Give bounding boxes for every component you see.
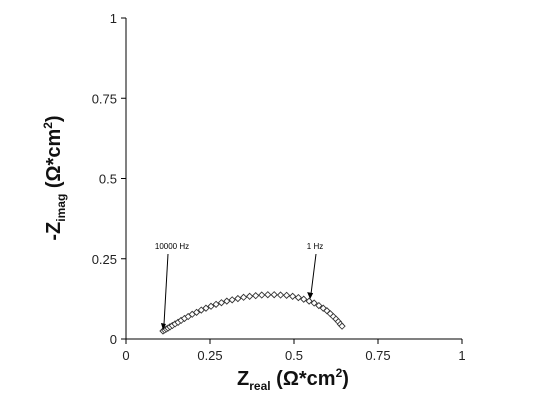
x-tick-label: 0.5 xyxy=(285,348,303,363)
y-tick-label: 0.5 xyxy=(99,172,117,187)
data-point xyxy=(310,299,318,307)
x-tick-label: 1 xyxy=(458,348,465,363)
data-point xyxy=(202,304,210,312)
data-point xyxy=(192,308,201,316)
arrowhead-icon xyxy=(307,292,314,300)
x-tick-label: 0.25 xyxy=(197,348,222,363)
x-tick-label: 0 xyxy=(122,348,129,363)
data-point xyxy=(300,295,308,303)
annotation-arrow-line xyxy=(310,253,317,294)
y-tick-label: 0 xyxy=(110,332,117,347)
data-point xyxy=(270,291,278,299)
annotation-10000hz: 10000 Hz xyxy=(155,242,189,251)
annotation-arrow-line xyxy=(163,253,169,326)
x-tick-label: 0.75 xyxy=(365,348,390,363)
data-point xyxy=(258,291,266,299)
y-axis-title: -Zimag (Ω*cm2) xyxy=(41,115,68,240)
data-point xyxy=(223,297,231,305)
data-point xyxy=(305,297,313,305)
data-point xyxy=(228,296,236,304)
data-point xyxy=(207,302,215,310)
x-axis-title: Zreal (Ω*cm2) xyxy=(237,366,349,393)
y-tick-label: 1 xyxy=(110,11,117,26)
data-point xyxy=(212,300,220,308)
data-point xyxy=(252,292,260,300)
data-point xyxy=(294,293,303,302)
data-point xyxy=(289,292,297,300)
data-point xyxy=(246,292,254,300)
y-tick-label: 0.75 xyxy=(92,91,117,106)
y-tick-label: 0.25 xyxy=(92,252,117,267)
data-point xyxy=(315,301,323,310)
axes xyxy=(125,18,462,340)
data-point xyxy=(338,322,346,330)
data-point xyxy=(282,291,291,299)
data-point xyxy=(217,299,226,307)
data-point xyxy=(239,293,248,301)
data-point xyxy=(264,291,272,299)
data-point xyxy=(276,291,285,299)
data-point xyxy=(234,294,242,303)
annotation-1hz: 1 Hz xyxy=(307,242,323,251)
arrowhead-icon xyxy=(160,322,166,330)
